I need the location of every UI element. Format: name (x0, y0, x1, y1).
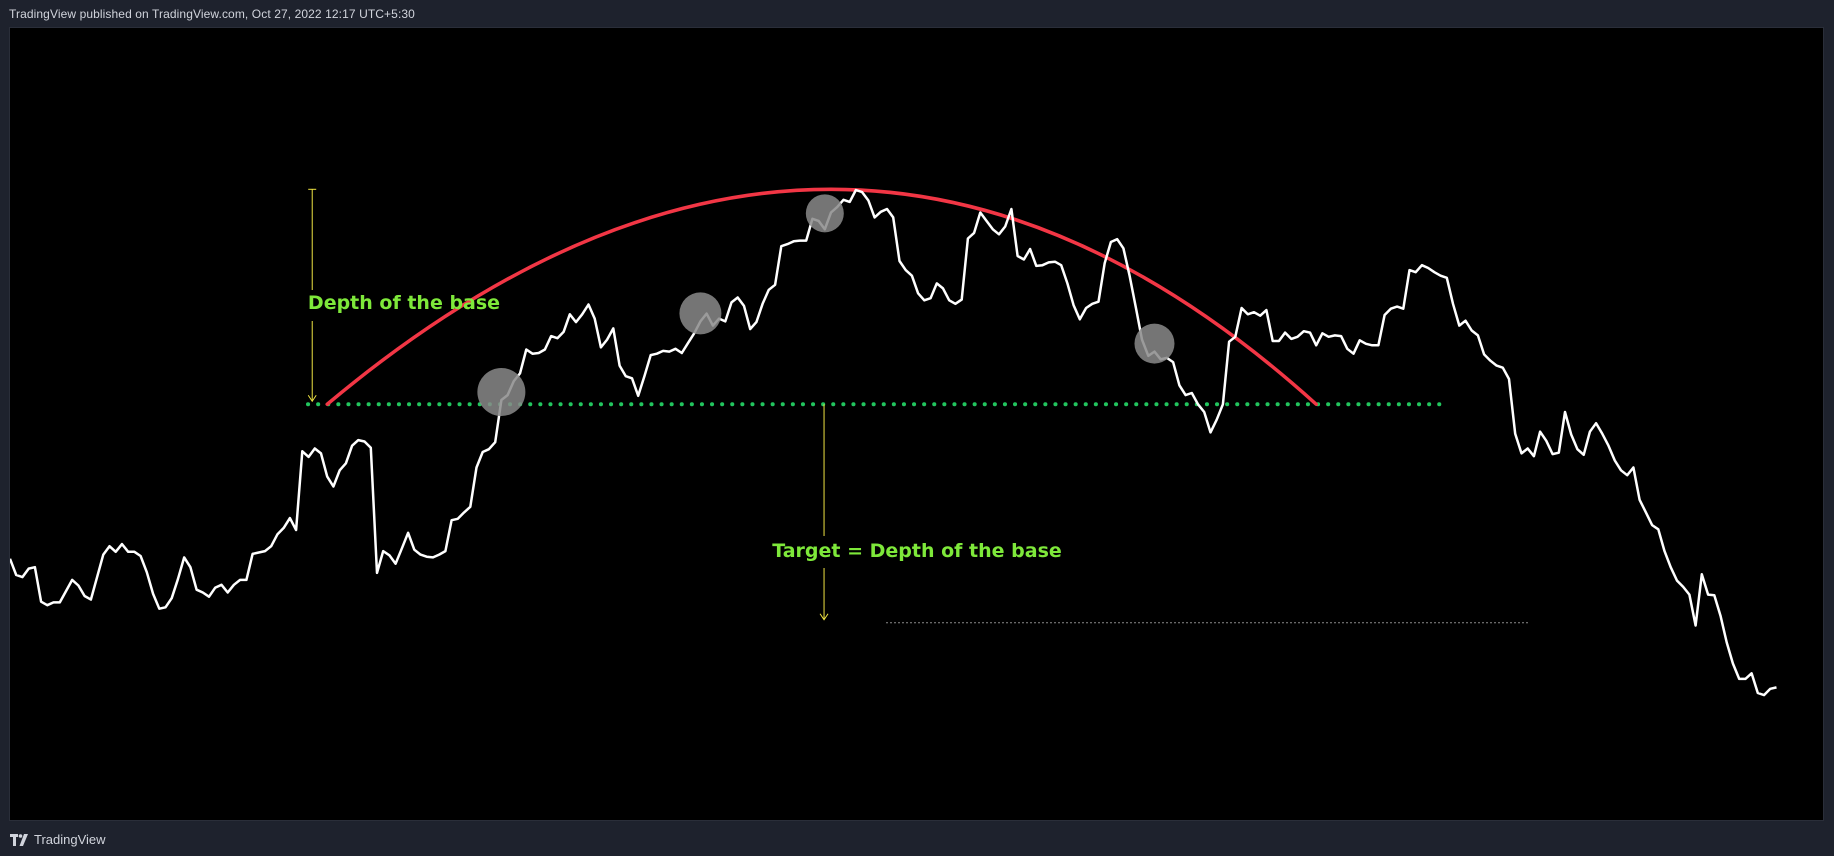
bottom-bar: TradingView (0, 821, 1834, 856)
arc-layer (325, 187, 1318, 407)
touch-point-circle (805, 194, 844, 233)
brand-text: TradingView (34, 832, 106, 847)
touch-point-circle (1134, 323, 1175, 364)
touch-points-layer (477, 194, 1175, 417)
price-line (10, 188, 1777, 697)
rounding-top-arc (325, 187, 1318, 407)
depth-label: Depth of the base (308, 292, 500, 314)
price-layer (10, 188, 1777, 697)
depth-measure-arrow (307, 394, 317, 403)
chart-canvas[interactable]: Depth of the base Target = Depth of the … (10, 28, 1823, 820)
target-label: Target = Depth of the base (772, 540, 1062, 562)
tradingview-logo-icon (10, 833, 28, 846)
brand[interactable]: TradingView (10, 832, 106, 847)
published-info: TradingView published on TradingView.com… (9, 7, 415, 21)
touch-point-circle (679, 292, 722, 335)
top-bar: TradingView published on TradingView.com… (0, 0, 1834, 28)
measure-layer (307, 188, 829, 621)
chart-area[interactable]: Depth of the base Target = Depth of the … (9, 27, 1824, 821)
touch-point-circle (477, 368, 526, 417)
target-measure-arrow (819, 613, 829, 621)
